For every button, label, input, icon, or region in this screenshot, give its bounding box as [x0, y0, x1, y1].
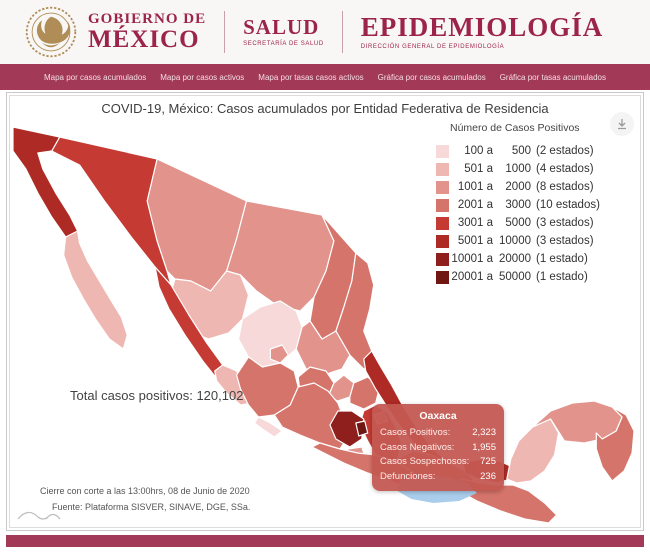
state-baja-california-sur[interactable]	[63, 230, 128, 350]
legend-label: 10000	[499, 235, 531, 247]
legend-title: Número de Casos Positivos	[450, 122, 580, 134]
download-chart-button[interactable]	[610, 112, 634, 136]
nav-item-3[interactable]: Mapa por tasas casos activos	[258, 72, 364, 82]
footer-bar	[6, 535, 644, 547]
mexico-choropleth-map[interactable]	[10, 109, 640, 528]
hills-sketch-icon	[17, 511, 61, 520]
tooltip-state-name: Oaxaca	[419, 410, 457, 422]
gobierno-wordmark: GOBIERNO DE MÉXICO	[88, 11, 207, 53]
legend-label: 5001 a	[457, 235, 493, 247]
epidemiologia-subtitle: DIRECCIÓN GENERAL DE EPIDEMIOLOGÍA	[360, 44, 505, 50]
salud-title: SALUD	[243, 15, 320, 39]
legend-label: (1 estado)	[536, 253, 588, 265]
gobierno-de-mexico-brand: GOBIERNO DE MÉXICO	[24, 5, 206, 59]
legend-swatch	[436, 162, 449, 176]
gobierno-line1: GOBIERNO DE	[88, 11, 207, 27]
nav-item-1[interactable]: Mapa por casos acumulados	[43, 72, 147, 82]
state-colima[interactable]	[253, 416, 283, 438]
map-legend: Número de Casos Positivos 100 a 500 (2 est…	[436, 122, 638, 286]
legend-label: (2 estados)	[536, 145, 594, 157]
salud-block: SALUD SECRETARÍA DE SALUD	[243, 15, 324, 48]
legend-row: 100 a 500 (2 estados)	[436, 142, 638, 160]
header-divider	[224, 11, 226, 53]
legend-label: (1 estado)	[536, 271, 588, 283]
state-méxico[interactable]	[329, 410, 365, 448]
legend-label: 10001 a	[451, 253, 493, 265]
nav-item-2[interactable]: Mapa por casos activos	[160, 72, 245, 82]
legend-label: 3000	[505, 199, 531, 211]
legend-label: (3 estados)	[536, 235, 594, 247]
download-icon	[618, 119, 626, 130]
state-ciudad-de-méxico[interactable]	[355, 420, 369, 437]
legend-label: 1001 a	[457, 181, 493, 193]
chart-panel: COVID-19, México: Casos acumulados por E…	[6, 92, 644, 531]
legend-label: (3 estados)	[536, 217, 594, 229]
tooltip-row: Defunciones: 236	[380, 470, 496, 482]
legend-swatch	[436, 252, 449, 266]
legend-label: 501 a	[464, 163, 493, 175]
header-divider-2	[341, 11, 343, 53]
state-sinaloa[interactable]	[154, 266, 232, 382]
legend-swatch	[436, 270, 449, 284]
mexico-eagle-emblem-icon	[25, 6, 77, 58]
cutoff-note: Cierre con corte a las 13:00hrs, 08 de J…	[40, 486, 250, 496]
legend-label: 20001 a	[451, 271, 493, 283]
legend-label: 100 a	[464, 145, 493, 157]
legend-swatch	[436, 180, 449, 194]
legend-swatch	[436, 144, 449, 158]
source-note: Fuente: Plataforma SISVER, SINAVE, DGE, …	[52, 502, 251, 512]
state-tooltip: Oaxaca Casos Positivos: 2,323 Casos Negati…	[372, 404, 504, 491]
nav-item-5[interactable]: Gráfica por tasas acumulados	[499, 72, 606, 82]
main-nav: Mapa por casos acumulados Mapa por casos …	[0, 64, 650, 90]
legend-label: 2000	[505, 181, 531, 193]
total-cases-label: Total casos positivos: 120,102	[70, 388, 244, 403]
tooltip-rows: Casos Positivos: 2,323 Casos Negativos: 1,9…	[380, 426, 496, 484]
tooltip-row: Casos Sospechosos: 725	[380, 456, 496, 467]
salud-subtitle: SECRETARÍA DE SALUD	[243, 41, 324, 47]
legend-swatch	[436, 234, 449, 248]
legend-label: 20000	[499, 253, 531, 265]
chart-area: COVID-19, México: Casos acumulados por E…	[9, 95, 641, 528]
legend-label: 3001 a	[457, 217, 493, 229]
legend-row: 2001 a 3000 (10 estados)	[436, 196, 638, 214]
legend-label: 2001 a	[457, 199, 493, 211]
legend-row: 501 a 1000 (4 estados)	[436, 160, 638, 178]
legend-label: 50000	[499, 271, 531, 283]
state-aguascalientes[interactable]	[269, 344, 289, 364]
legend-label: (4 estados)	[536, 163, 594, 175]
chart-title: COVID-19, México: Casos acumulados por E…	[101, 101, 549, 116]
legend-row: 5001 a 10000 (3 estados)	[436, 232, 638, 250]
legend-label: 5000	[505, 217, 531, 229]
legend-row: 10001 a 20000 (1 estado)	[436, 250, 638, 268]
legend-label: (8 estados)	[536, 181, 594, 193]
legend-row: 1001 a 2000 (8 estados)	[436, 178, 638, 196]
epidemiologia-title: EPIDEMIOLOGÍA	[360, 12, 604, 42]
gobierno-line2: MÉXICO	[88, 26, 200, 53]
legend-label: (10 estados)	[536, 199, 600, 211]
tooltip-row: Casos Positivos: 2,323	[380, 427, 496, 438]
legend-swatch	[436, 216, 449, 230]
state-quintana-roo[interactable]	[595, 406, 635, 482]
tooltip-row: Casos Negativos: 1,955	[380, 441, 496, 453]
state-campeche[interactable]	[506, 418, 560, 484]
site-header: GOBIERNO DE MÉXICO SALUD SECRETARÍA DE S…	[0, 0, 650, 64]
legend-label: 500	[511, 145, 531, 157]
legend-row: 3001 a 5000 (3 estados)	[436, 214, 638, 232]
epidemiologia-block: EPIDEMIOLOGÍA DIRECCIÓN GENERAL DE EPIDE…	[360, 12, 604, 51]
legend-label: 1000	[505, 163, 531, 175]
nav-item-4[interactable]: Gráfica por casos acumulados	[377, 72, 486, 82]
legend-row: 20001 a 50000 (1 estado)	[436, 268, 638, 286]
legend-swatch	[436, 198, 449, 212]
legend-rows: 100 a 500 (2 estados) 501 a 1000 (4 estados) 1…	[436, 142, 638, 286]
